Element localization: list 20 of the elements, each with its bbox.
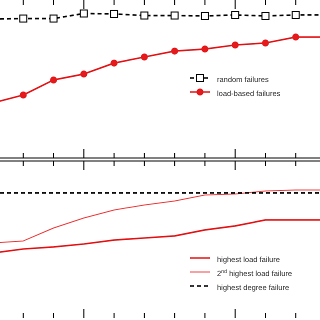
point [110,60,118,67]
point [110,10,118,18]
point [201,46,208,53]
point [80,70,88,78]
point [200,12,209,20]
point [292,10,300,19]
point [80,10,88,18]
point [50,14,58,23]
point [292,34,300,41]
point [140,53,148,60]
point [262,39,269,46]
point [19,14,28,23]
point [50,76,58,84]
point [261,12,270,20]
point [140,12,148,20]
point [231,10,240,19]
point [20,92,27,98]
point [232,42,239,48]
point [170,12,179,20]
point [171,48,178,55]
